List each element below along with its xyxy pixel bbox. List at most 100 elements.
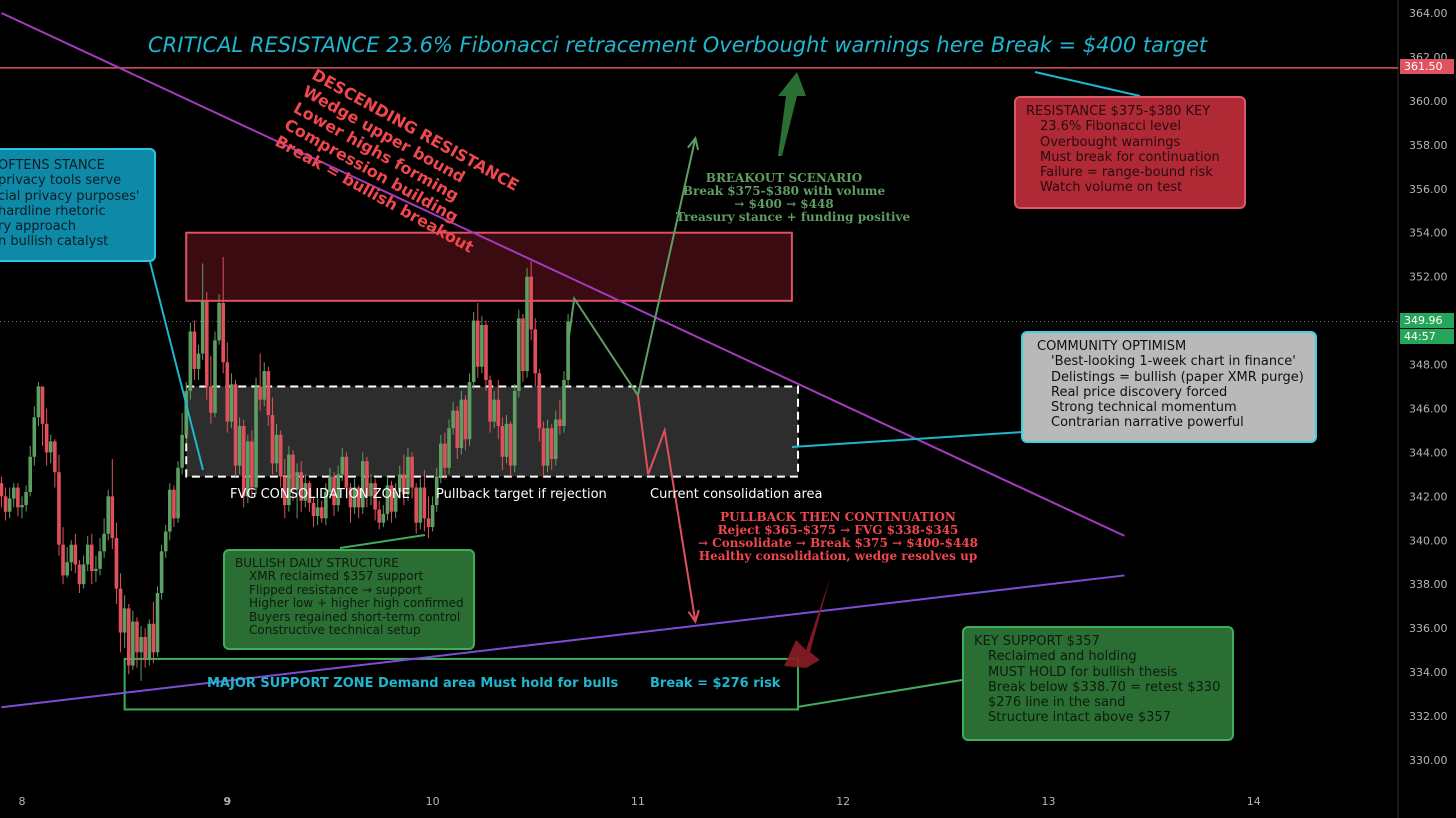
candle-down: [484, 320, 488, 391]
candle-body: [98, 551, 102, 569]
candle-up: [159, 544, 164, 600]
candle-body: [85, 544, 90, 565]
price-axis-panel: [1398, 0, 1456, 818]
candle-body: [455, 410, 460, 449]
candle-body: [439, 443, 443, 477]
support-note-line: $276 line in the sand: [988, 695, 1126, 711]
breakout-note-line: BREAKOUT SCENARIO: [705, 171, 863, 185]
candle-body: [389, 485, 394, 512]
zone-major-support: [123, 657, 800, 711]
breakout-note-line: Treasury stance + funding positive: [676, 210, 911, 224]
candle-down: [266, 366, 271, 427]
candle-body: [348, 487, 353, 508]
candle-down: [270, 397, 275, 475]
candle-body: [307, 483, 312, 503]
candle-body: [94, 568, 98, 572]
candle-down: [332, 472, 336, 517]
candle-body: [147, 623, 152, 659]
support-break-label: Break = $276 risk: [650, 676, 781, 691]
candle-body: [40, 386, 45, 424]
candle-body: [114, 538, 119, 589]
candle-body: [533, 329, 538, 374]
candle-down: [541, 421, 546, 477]
zone-resistance-box: [185, 231, 793, 302]
candle-up: [85, 535, 90, 572]
y-tick-label: 358.00: [1409, 139, 1448, 152]
candle-body: [291, 454, 295, 490]
y-tick-label: 344.00: [1409, 446, 1448, 459]
pullback-scenario-path: [636, 395, 697, 622]
green-up-arrow-icon: [778, 72, 806, 156]
resistance-note-line: Must break for continuation: [1040, 149, 1220, 165]
candle-body: [549, 428, 554, 459]
candle-body: [184, 390, 189, 435]
candle-up: [336, 465, 340, 512]
candle-body: [492, 399, 496, 422]
candle-up: [480, 316, 484, 374]
candle-up: [525, 267, 529, 378]
candle-body: [16, 487, 20, 508]
candle-down: [90, 533, 94, 585]
y-tick-label: 354.00: [1409, 227, 1448, 240]
candle-down: [241, 419, 246, 508]
candle-up: [447, 419, 451, 475]
candle-body: [44, 423, 49, 453]
candle-body: [562, 379, 566, 427]
candle-body: [418, 487, 423, 523]
candle-up: [553, 410, 558, 466]
candle-down: [44, 408, 49, 466]
candle-up: [139, 625, 143, 681]
x-tick-label: 10: [426, 795, 440, 808]
candle-body: [221, 303, 225, 363]
candle-body: [504, 423, 509, 457]
candle-body: [135, 621, 139, 653]
candle-body: [529, 276, 533, 330]
resistance-note-line: 23.6% Fibonacci level: [1040, 119, 1181, 135]
candle-body: [274, 434, 279, 464]
candle-up: [7, 487, 12, 519]
candle-down: [57, 454, 61, 556]
candle-down: [172, 485, 176, 528]
candle-up: [287, 445, 291, 512]
breakout-scenario-path: [567, 138, 697, 398]
candle-up: [217, 294, 221, 345]
candle-body: [545, 428, 550, 466]
candle-body: [200, 300, 205, 354]
candle-down: [529, 261, 533, 341]
candle-up: [184, 382, 189, 444]
candle-body: [209, 386, 213, 413]
candle-up: [328, 467, 332, 499]
candle-down: [77, 560, 82, 594]
candle-up: [48, 434, 53, 464]
resistance-note-line: Failure = range-bound risk: [1040, 165, 1213, 181]
x-tick-label: 8: [19, 795, 26, 808]
candle-body: [143, 636, 147, 659]
candle-up: [303, 474, 308, 508]
y-tick-label: 348.00: [1409, 359, 1448, 372]
candle-up: [102, 518, 106, 558]
candle-body: [126, 608, 131, 666]
candle-down: [307, 480, 312, 512]
candle-up: [11, 483, 16, 508]
candle-down: [250, 430, 254, 499]
current-consolidation-label: Current consolidation area: [650, 487, 823, 502]
candle-up: [213, 331, 217, 418]
candle-body: [217, 303, 221, 341]
candle-up: [352, 478, 357, 514]
candle-body: [303, 483, 308, 501]
candle-body: [328, 476, 332, 492]
resistance-note-line: Overbought warnings: [1040, 134, 1181, 150]
community-note-line: 'Best-looking 1-week chart in finance': [1051, 354, 1296, 370]
candle-down: [126, 603, 131, 675]
y-tick-label: 336.00: [1409, 622, 1448, 635]
candle-body: [356, 487, 361, 508]
candle-down: [475, 303, 480, 378]
candle-down: [225, 342, 230, 433]
y-tick-label: 332.00: [1409, 710, 1448, 723]
support-callout-pointer: [796, 679, 963, 708]
candle-body: [90, 544, 94, 572]
candle-body: [282, 476, 287, 506]
candle-body: [246, 441, 250, 497]
candle-body: [373, 483, 377, 510]
